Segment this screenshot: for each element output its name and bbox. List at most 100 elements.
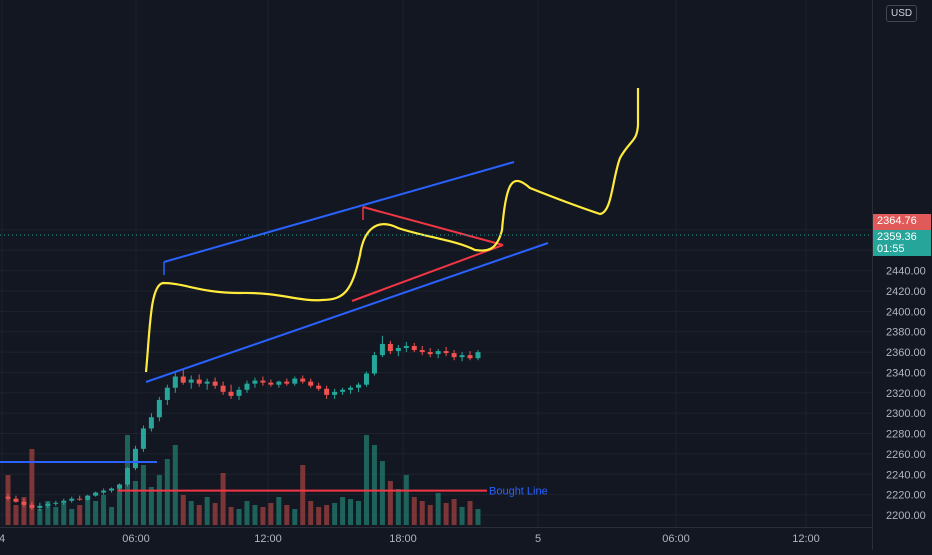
bought-line-label: Bought Line: [489, 486, 548, 498]
candle-body: [93, 492, 99, 496]
volume-bar: [196, 505, 202, 525]
x-tick-label: 06:00: [122, 533, 150, 545]
volume-bar: [188, 501, 194, 525]
volume-bar: [276, 497, 282, 525]
volume-bar: [61, 503, 67, 525]
candle-body: [77, 498, 83, 500]
volume-bar: [236, 509, 242, 525]
volume-bar: [21, 497, 27, 525]
volume-bar: [93, 501, 99, 525]
channel-lower-line: [145, 242, 549, 383]
candle-body: [244, 383, 250, 390]
candle-body: [443, 351, 449, 354]
candle-body: [45, 503, 51, 506]
x-tick-label: 5: [535, 533, 541, 545]
volume-bar: [252, 505, 258, 525]
candle-body: [395, 348, 401, 352]
candle-body: [101, 490, 107, 493]
volume-bar: [69, 509, 75, 525]
volume-bar: [403, 475, 409, 525]
candle-body: [324, 388, 330, 395]
volume-bar: [212, 503, 218, 525]
volume-bar: [292, 509, 298, 525]
x-tick-label: 12:00: [792, 533, 820, 545]
candle-body: [300, 378, 306, 382]
bar-countdown: 01:55: [877, 243, 905, 255]
volume-bar: [260, 507, 266, 525]
volume-bar: [427, 505, 433, 525]
volume-bar: [363, 435, 369, 525]
volume-bar: [475, 509, 481, 525]
candle-body: [363, 373, 369, 385]
candle-body: [435, 351, 441, 355]
volume-bars: [5, 435, 481, 525]
candle-body: [140, 428, 146, 449]
candle-body: [260, 380, 266, 383]
candle-body: [252, 380, 258, 384]
volume-bar: [228, 507, 234, 525]
candle-body: [356, 384, 362, 388]
last-price-tag-upper: 2364.76: [873, 214, 931, 230]
volume-bar: [300, 465, 306, 525]
candle-body: [188, 379, 194, 383]
volume-bar: [379, 461, 385, 525]
candle-body: [340, 389, 346, 392]
volume-bar: [77, 505, 83, 525]
volume-bar: [395, 489, 401, 525]
candle-body: [427, 352, 433, 355]
candle-body: [403, 345, 409, 349]
x-tick-label: 12:00: [254, 533, 282, 545]
candle-body: [204, 381, 210, 384]
volume-bar: [117, 485, 123, 525]
triangle-lower-line: [351, 244, 504, 302]
candle-body: [236, 389, 242, 396]
candle-body: [85, 495, 91, 500]
candle-body: [69, 498, 75, 501]
volume-bar: [37, 509, 43, 525]
y-tick-label: 2440.00: [886, 266, 926, 278]
volume-bar: [316, 507, 322, 525]
y-tick-label: 2260.00: [886, 449, 926, 461]
volume-bar: [467, 501, 473, 525]
channel-upper-line: [163, 161, 515, 263]
candle-body: [411, 345, 417, 351]
volume-bar: [308, 501, 314, 525]
volume-bar: [148, 487, 154, 525]
currency-label[interactable]: USD: [886, 5, 918, 22]
grid: [0, 0, 872, 527]
volume-bar: [419, 501, 425, 525]
volume-bar: [443, 503, 449, 525]
candle-body: [156, 399, 162, 418]
candle-body: [172, 376, 178, 388]
volume-bar: [340, 497, 346, 525]
candles: [5, 335, 481, 511]
candle-body: [459, 355, 465, 358]
y-tick-label: 2200.00: [886, 510, 926, 522]
x-tick-label: 18:00: [389, 533, 417, 545]
volume-bar: [268, 503, 274, 525]
candle-body: [5, 496, 11, 499]
volume-bar: [172, 445, 178, 525]
volume-bar: [220, 473, 226, 525]
volume-bar: [85, 499, 91, 525]
candle-body: [37, 505, 43, 508]
triangle-upper-line: [362, 206, 504, 246]
last-price-value: 2359.36: [877, 231, 917, 243]
y-axis: 2480.002460.002440.002420.002400.002380.…: [886, 225, 926, 522]
volume-bar: [204, 497, 210, 525]
volume-bar: [459, 507, 465, 525]
candle-body: [292, 378, 298, 384]
candle-body: [196, 379, 202, 384]
volume-bar: [109, 507, 115, 525]
y-tick-label: 2320.00: [886, 388, 926, 400]
candle-body: [379, 343, 385, 356]
volume-bar: [132, 481, 138, 525]
candle-body: [109, 488, 115, 491]
y-tick-label: 2300.00: [886, 408, 926, 420]
candle-body: [467, 355, 473, 359]
volume-bar: [29, 449, 35, 525]
candle-body: [475, 352, 481, 359]
candle-body: [212, 381, 218, 386]
